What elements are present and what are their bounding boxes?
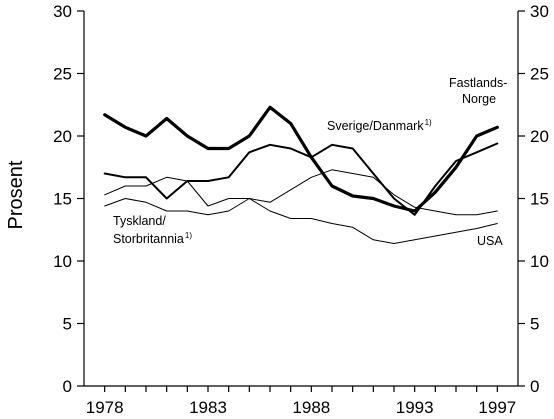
x-axis: 1978 1983 1988 1993 1997 [86,386,516,417]
x-tick-label: 1997 [478,398,516,417]
x-tick-label: 1978 [86,398,124,417]
x-tick-label: 1993 [396,398,434,417]
y-tick-label-right: 5 [530,315,539,334]
series-label-tyskland-storbritannia: Tyskland/ Storbritannia1) [113,214,192,246]
y-tick-label-right: 30 [530,2,549,21]
y-axis-left: 0 5 10 15 20 25 30 [53,2,84,396]
series-label-sverige-name: Sverige/Danmark [327,119,424,133]
series-label-usa: USA [477,234,503,248]
series-label-fastlands-line2: Norge [462,92,496,106]
series-label-sverige-danmark: Sverige/Danmark1) [327,118,432,133]
x-tick-label: 1983 [189,398,227,417]
series-line-fastlands-norge [103,105,499,213]
y-tick-label-right: 25 [530,65,549,84]
series-label-tyskland-footnote: 1) [185,231,192,240]
y-tick-label-right: 10 [530,252,549,271]
series-label-usa-text: USA [477,234,503,248]
y-tick-label-right: 0 [530,377,539,396]
y-tick-label-left: 10 [53,252,72,271]
series-line-sverige-danmark [103,142,499,216]
series-label-fastlands-norge: Fastlands- Norge [449,76,507,106]
x-tick-label: 1988 [292,398,330,417]
y-tick-label-right: 20 [530,127,549,146]
y-tick-label-right: 15 [530,190,549,209]
plot-frame [83,11,519,387]
series-label-tyskland-line2-text: Storbritannia1) [113,231,192,246]
y-tick-label-left: 0 [63,377,72,396]
y-axis-title: Prosent [5,160,27,229]
series-label-tyskland-line2: Storbritannia [113,232,184,246]
series-label-tyskland-line1: Tyskland/ [113,214,166,228]
series-label-sverige-footnote: 1) [425,118,432,127]
series-lines [103,105,499,244]
y-tick-label-left: 25 [53,65,72,84]
series-label-fastlands-line1: Fastlands- [449,76,507,90]
y-tick-label-left: 15 [53,190,72,209]
series-label-sverige-text: Sverige/Danmark1) [327,118,432,133]
y-tick-label-left: 20 [53,127,72,146]
series-line-tyskland-storbritannia [104,169,498,216]
y-tick-label-left: 30 [53,2,72,21]
series-line-usa [104,198,498,244]
y-tick-label-left: 5 [63,315,72,334]
y-axis-right: 0 5 10 15 20 25 30 [518,2,549,396]
